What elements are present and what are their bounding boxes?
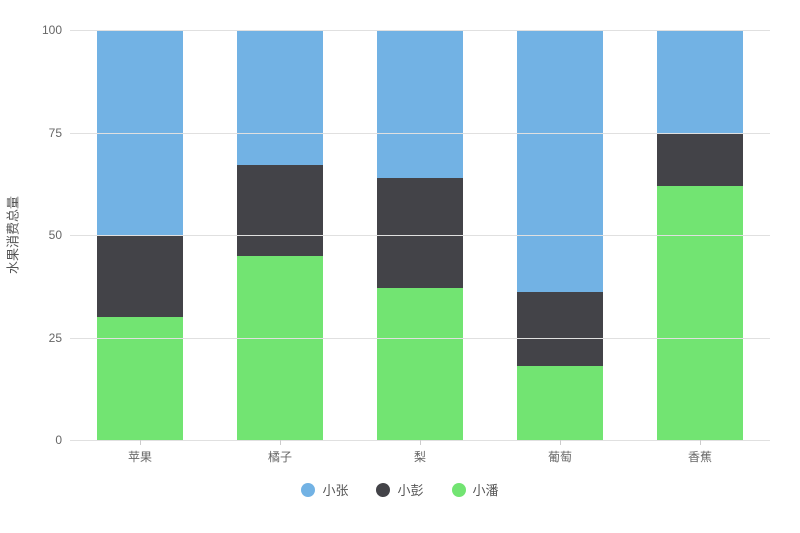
gridline <box>70 235 770 236</box>
gridline <box>70 133 770 134</box>
legend-swatch-icon <box>376 483 390 497</box>
bar-segment <box>237 30 324 165</box>
bar-segment <box>377 288 464 440</box>
legend-label: 小张 <box>322 480 348 499</box>
x-tick-label: 葡萄 <box>548 448 572 465</box>
y-tick-label: 25 <box>22 331 62 345</box>
bar-segment <box>377 178 464 289</box>
x-tick-label: 橘子 <box>268 448 292 465</box>
legend-item[interactable]: 小彭 <box>376 480 423 499</box>
gridline <box>70 30 770 31</box>
legend-swatch-icon <box>452 483 466 497</box>
legend: 小张 小彭 小潘 <box>0 480 800 499</box>
x-tick-mark <box>420 440 421 445</box>
gridline <box>70 338 770 339</box>
x-tick-mark <box>140 440 141 445</box>
y-tick-label: 75 <box>22 126 62 140</box>
bar-segment <box>377 30 464 178</box>
bar-segment <box>97 317 184 440</box>
legend-item[interactable]: 小张 <box>301 480 348 499</box>
bar-segment <box>657 30 744 133</box>
bar-segment <box>517 292 604 366</box>
y-tick-label: 100 <box>22 23 62 37</box>
legend-swatch-icon <box>301 483 315 497</box>
bar-segment <box>517 30 604 292</box>
x-tick-mark <box>560 440 561 445</box>
bar-segment <box>97 235 184 317</box>
y-tick-label: 0 <box>22 433 62 447</box>
x-tick-label: 香蕉 <box>688 448 712 465</box>
y-axis-label: 水果消费总量 <box>3 196 22 274</box>
bar-segment <box>237 165 324 255</box>
x-tick-label: 梨 <box>414 448 426 465</box>
bar-segment <box>657 186 744 440</box>
legend-label: 小潘 <box>473 480 499 499</box>
chart-container: 水果消费总量 小张 小彭 小潘 0 25 50 75 100 苹果 橘子 梨 葡萄 香蕉 <box>0 0 800 533</box>
x-tick-label: 苹果 <box>128 448 152 465</box>
bar-segment <box>237 256 324 441</box>
x-tick-mark <box>700 440 701 445</box>
plot-area <box>70 30 770 440</box>
bar-segment <box>517 366 604 440</box>
y-tick-label: 50 <box>22 228 62 242</box>
x-tick-mark <box>280 440 281 445</box>
legend-item[interactable]: 小潘 <box>452 480 499 499</box>
bar-segment <box>657 133 744 186</box>
legend-label: 小彭 <box>397 480 423 499</box>
